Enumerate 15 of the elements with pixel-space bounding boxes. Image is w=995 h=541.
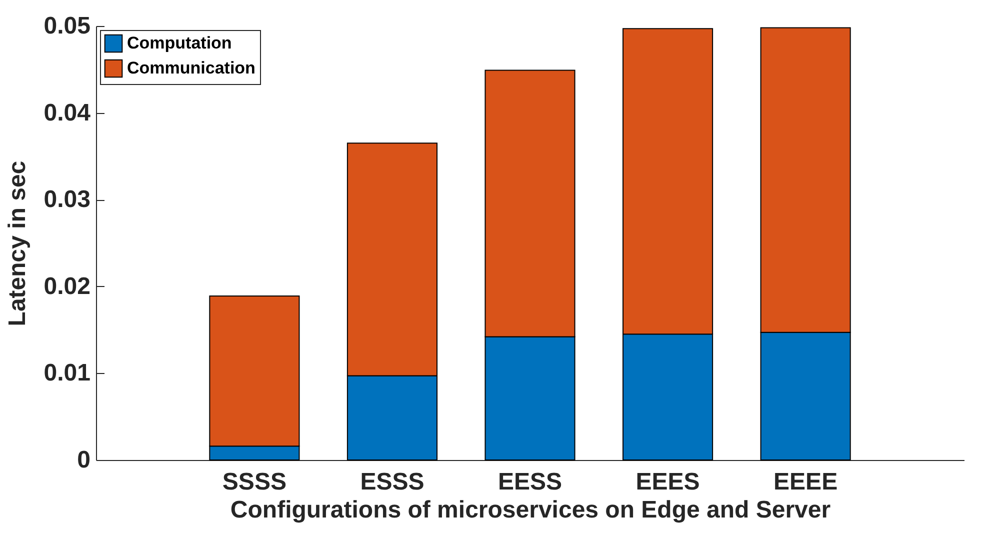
y-tick-label: 0.05 xyxy=(44,12,90,40)
y-tick-label: 0.03 xyxy=(44,186,90,214)
y-tick-label: 0 xyxy=(77,446,90,474)
y-axis-title: Latency in sec xyxy=(4,160,31,326)
x-tick-label: EEES xyxy=(636,468,700,496)
y-tick-label: 0.04 xyxy=(44,99,92,126)
x-tick-label: ESSS xyxy=(360,468,424,496)
x-tick-label: SSSS xyxy=(222,468,286,496)
x-tick-label: EESS xyxy=(498,468,562,496)
legend-label: Computation xyxy=(127,34,232,52)
x-axis-title: Configurations of microservices on Edge and Server xyxy=(230,496,831,524)
legend-label: Communication xyxy=(127,58,256,78)
y-tick-label: 0.02 xyxy=(44,272,90,300)
y-tick-label: 0.01 xyxy=(44,360,90,387)
x-tick-label: EEEE xyxy=(774,468,838,496)
